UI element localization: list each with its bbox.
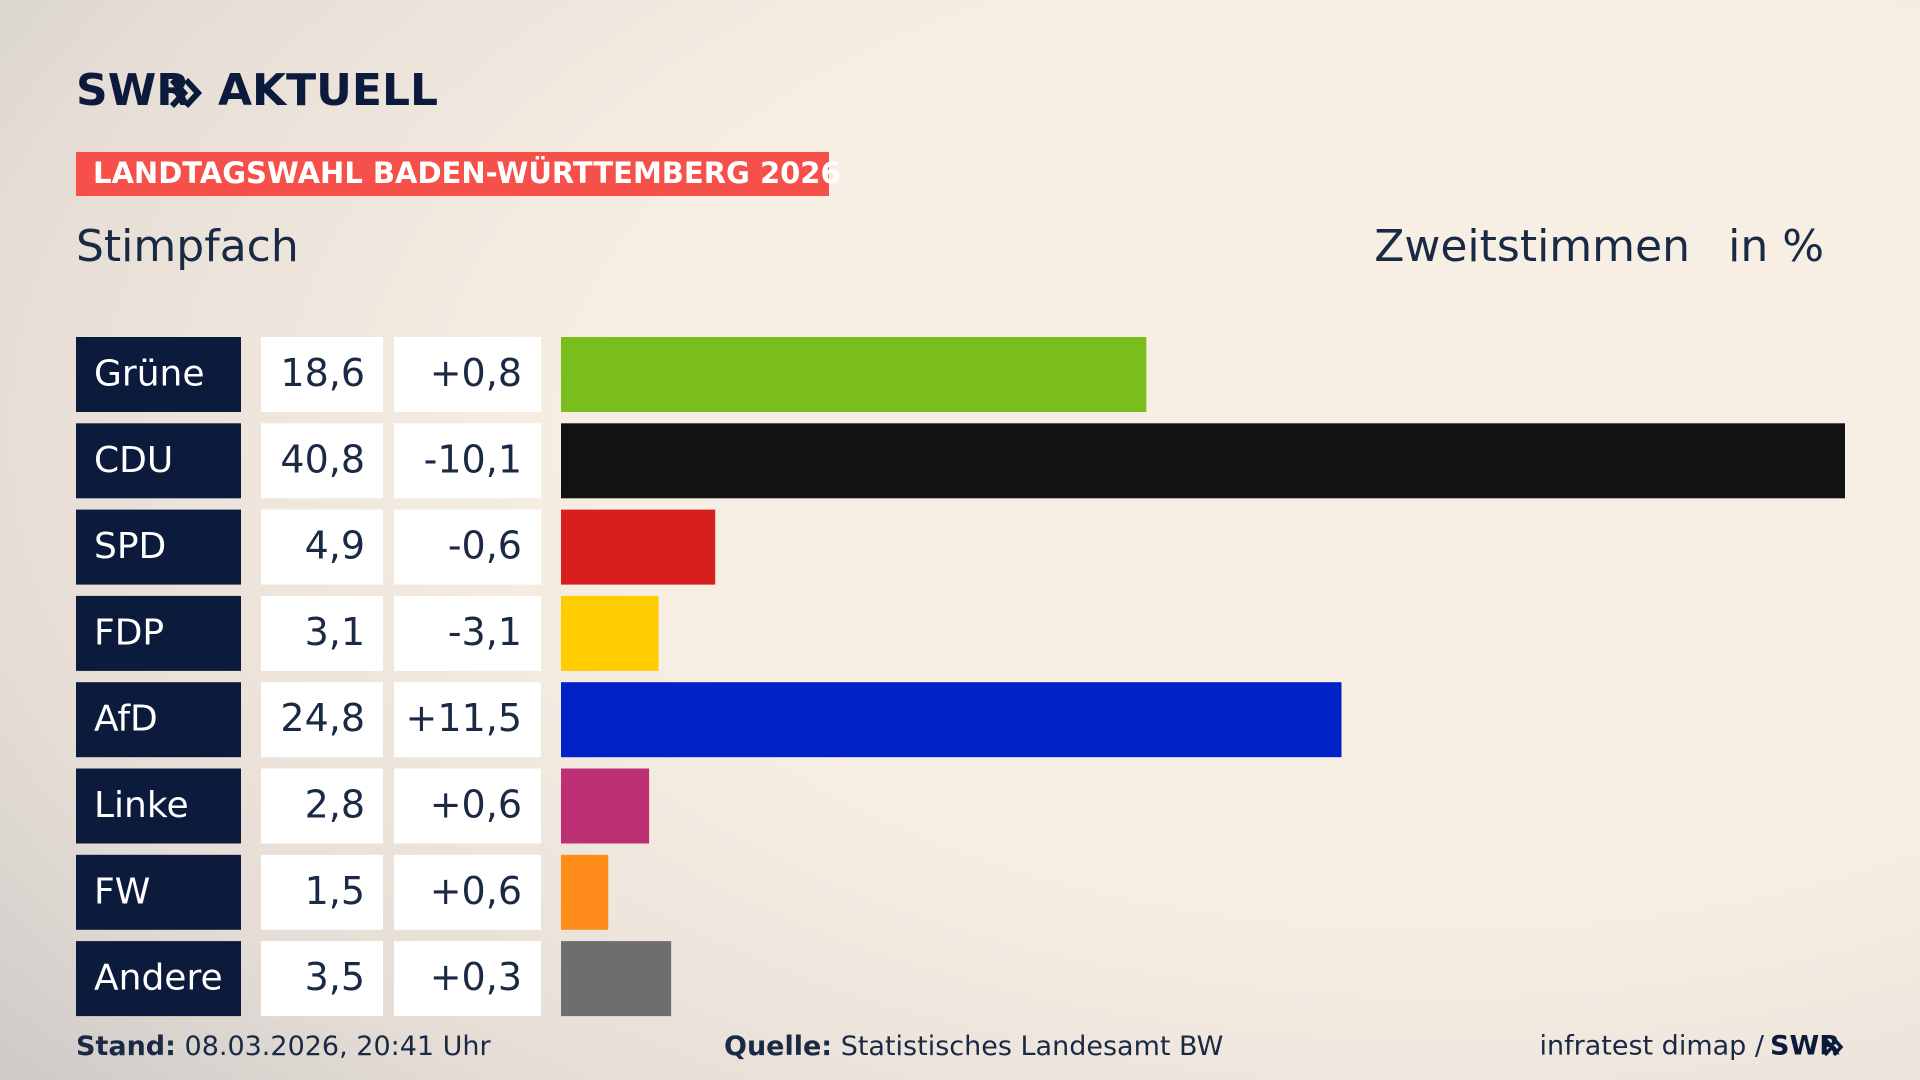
chart-title: Stimpfach [76,221,299,272]
party-box [76,337,241,412]
bar [561,941,672,1017]
stand: 08.03.2026, 20:41 Uhr [185,1031,492,1062]
value-box [261,854,383,930]
change-label: +0,3 [430,955,522,999]
change-box [394,595,541,671]
change-box [394,337,541,412]
change-box [394,509,541,585]
party-box [76,595,241,671]
bar [561,768,650,844]
value-label: 4,9 [305,524,365,568]
party-label: CDU [94,440,173,481]
change-label: +0,8 [430,351,522,395]
party-label: Linke [94,785,189,826]
change-label: -10,1 [424,437,522,481]
value-label: 24,8 [280,696,365,740]
value-label: 18,6 [280,351,365,395]
party-box [76,509,241,585]
banner-bg [76,152,829,196]
subtitle: Zweitstimmen [1374,221,1690,272]
change-label: -0,6 [448,524,522,568]
change-label: +0,6 [430,783,522,827]
stand-label: Stand: [76,1031,176,1062]
unit: in % [1728,221,1824,272]
value-label: 1,5 [305,869,365,913]
credit-brand: SWR [1770,1031,1840,1062]
party-label: FDP [94,612,164,653]
bar [561,337,1147,412]
value-box [261,595,383,671]
credit-arrows [1823,1037,1844,1057]
change-label: +0,6 [430,869,522,913]
source: Statistisches Landesamt BW [841,1031,1224,1062]
value-box [261,768,383,844]
value-box [261,941,383,1017]
footer-stand: Stand: 08.03.2026, 20:41 Uhr [76,1031,492,1062]
change-box [394,423,541,499]
bar [561,682,1342,758]
party-label: Andere [94,958,223,999]
change-label: -3,1 [448,610,522,654]
change-box [394,682,541,758]
value-label: 2,8 [305,783,365,827]
value-box [261,423,383,499]
change-label: +11,5 [406,696,522,740]
value-box [261,509,383,585]
party-label: FW [94,871,150,912]
footer-source: Quelle: Statistisches Landesamt BW [724,1031,1223,1062]
brand-arrows [169,77,203,109]
party-box [76,423,241,499]
brand: SWR [76,65,190,116]
party-box [76,768,241,844]
party-label: AfD [94,699,158,740]
bar [561,423,1845,499]
source-label: Quelle: [724,1031,832,1062]
bar [561,595,659,671]
brand-section: AKTUELL [218,65,438,116]
change-box [394,941,541,1017]
bar [561,509,716,585]
change-box [394,768,541,844]
party-label: SPD [94,526,166,567]
party-label: Grüne [94,354,204,395]
change-box [394,854,541,930]
value-label: 40,8 [280,437,365,481]
value-label: 3,1 [305,610,365,654]
bar [561,854,609,930]
party-box [76,854,241,930]
value-box [261,337,383,412]
value-label: 3,5 [305,955,365,999]
party-box [76,941,241,1017]
value-box [261,682,383,758]
credit: infratest dimap / [1539,1031,1764,1062]
banner: LANDTAGSWAHL BADEN-WÜRTTEMBERG 2026 [93,156,841,190]
party-box [76,682,241,758]
